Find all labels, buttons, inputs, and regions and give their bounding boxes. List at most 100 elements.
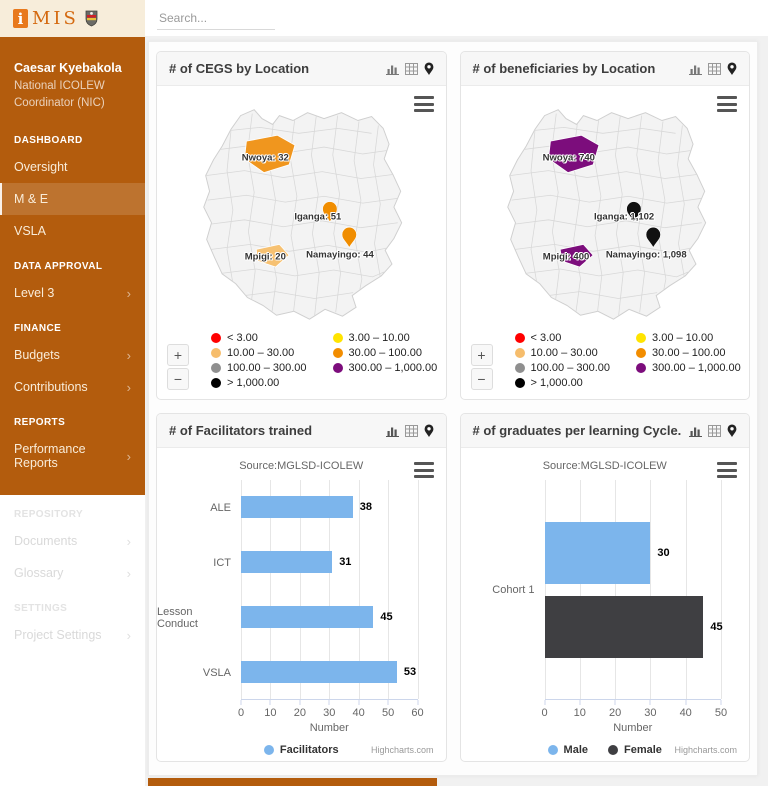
map-legend-item[interactable]: 30.00 – 100.00: [332, 347, 438, 359]
category-axis: Cohort 1: [461, 480, 545, 700]
sidebar-item-oversight[interactable]: Oversight: [14, 160, 68, 175]
content-wrapper: # of CEGS by Location Nwoya: 32 Iganga: 5…: [148, 41, 758, 776]
table-icon[interactable]: [708, 424, 721, 437]
sidebar-item-performance-reports[interactable]: Performance Reports ›: [14, 442, 131, 471]
chart-legend-item-facilitators[interactable]: Facilitators: [263, 744, 339, 756]
category-axis: ALE ICT Lesson Conduct VSLA: [157, 480, 241, 700]
user-name: Caesar Kyebakola: [14, 61, 122, 75]
sidebar-section-header: SETTINGS: [14, 603, 68, 615]
x-tick-label: 60: [411, 707, 424, 719]
bar-facilitators: [241, 496, 353, 519]
bar-data-label: 38: [359, 501, 373, 514]
map-pin-icon[interactable]: [727, 424, 737, 437]
map-legend-item[interactable]: > 1,000.00: [514, 377, 611, 389]
map-legend-item[interactable]: 3.00 – 10.00: [332, 332, 438, 344]
map-marker-iganga[interactable]: [625, 201, 641, 223]
table-icon[interactable]: [708, 62, 721, 75]
map-pin-icon[interactable]: [424, 424, 434, 437]
panel-title: # of Facilitators trained: [169, 423, 313, 438]
map-legend: < 3.00 3.00 – 10.00 10.00 – 30.00 30.00 – 1…: [211, 332, 437, 389]
map-legend-item[interactable]: < 3.00: [211, 332, 307, 344]
sidebar-item-vsla[interactable]: VSLA: [14, 224, 46, 239]
sidebar-section-header: REPOSITORY: [14, 509, 84, 521]
chart-context-menu-icon[interactable]: [413, 462, 434, 478]
map-district-mpigi[interactable]: [559, 243, 594, 268]
map-district-nwoya[interactable]: [244, 134, 296, 174]
bar-data-label: 30: [657, 546, 670, 559]
map-svg[interactable]: [467, 92, 744, 328]
sidebar-item-budgets[interactable]: Budgets ›: [14, 347, 131, 363]
map-legend-item[interactable]: > 1,000.00: [211, 377, 307, 389]
map-legend-item[interactable]: 10.00 – 30.00: [514, 347, 611, 359]
map-zoom-out-button[interactable]: −: [167, 368, 189, 390]
map-district-mpigi[interactable]: [255, 243, 290, 268]
bar-chart-icon[interactable]: [689, 425, 702, 437]
gridline: [241, 480, 242, 699]
legend-dot-icon: [211, 333, 221, 343]
legend-dot-icon: [211, 378, 221, 388]
bar-facilitators: [241, 551, 333, 574]
table-icon[interactable]: [404, 62, 418, 75]
chart-legend-item-female[interactable]: Female: [608, 744, 662, 756]
x-tick-label: 0: [541, 707, 548, 719]
app-logo[interactable]: i MIS: [0, 0, 145, 37]
map-legend-item[interactable]: < 3.00: [514, 332, 611, 344]
map-pin-icon[interactable]: [727, 62, 737, 75]
chart-context-menu-icon[interactable]: [717, 462, 737, 478]
legend-dot-icon: [636, 363, 647, 373]
legend-dot-icon: [547, 745, 558, 755]
bar-chart-icon[interactable]: [689, 63, 702, 75]
map-marker-namayingo[interactable]: [645, 226, 661, 248]
map-legend-item[interactable]: 300.00 – 1,000.00: [332, 362, 437, 374]
sidebar-item-m-e[interactable]: M & E: [0, 183, 145, 216]
legend-dot-icon: [211, 348, 221, 358]
uganda-map[interactable]: Nwoya: 740 Iganga: 1,102 Namayingo: 1,098 M…: [467, 92, 744, 328]
x-tick-label: 10: [264, 707, 277, 719]
x-axis: 0 10 20 30 40 50: [541, 700, 727, 722]
sidebar-item-contributions[interactable]: Contributions ›: [14, 379, 131, 395]
map-legend-item[interactable]: 100.00 – 300.00: [211, 362, 307, 374]
map-zoom-in-button[interactable]: +: [470, 344, 493, 366]
bar-chart-icon[interactable]: [385, 425, 399, 437]
category-label: Lesson Conduct: [157, 605, 198, 630]
search-area: [145, 0, 768, 37]
highcharts-credits[interactable]: Highcharts.com: [674, 745, 737, 755]
sidebar-item-level-3[interactable]: Level 3 ›: [14, 285, 131, 301]
chevron-right-icon: ›: [126, 627, 131, 643]
bar-chart-icon[interactable]: [385, 63, 399, 75]
map-pin-icon[interactable]: [424, 62, 434, 75]
x-tick-label: 50: [714, 707, 728, 719]
map-zoom-in-button[interactable]: +: [167, 344, 189, 366]
chart-context-menu-icon[interactable]: [413, 96, 434, 112]
legend-dot-icon: [636, 348, 647, 358]
panel-header: # of beneficiaries by Location: [460, 52, 749, 86]
panel-header: # of graduates per learning Cycle.: [460, 414, 749, 448]
chevron-right-icon: ›: [126, 285, 131, 301]
chart-legend-item-male[interactable]: Male: [547, 744, 588, 756]
map-district-nwoya[interactable]: [547, 134, 599, 174]
chart-context-menu-icon[interactable]: [717, 96, 737, 112]
sidebar-item-documents[interactable]: Documents ›: [14, 533, 131, 549]
topbar: i MIS: [0, 0, 768, 37]
gridline: [358, 480, 360, 699]
category-label: Cohort 1: [492, 584, 535, 596]
category-label: ICT: [213, 556, 231, 569]
chevron-right-icon: ›: [126, 533, 131, 549]
map-legend-item[interactable]: 10.00 – 30.00: [211, 347, 307, 359]
map-marker-namayingo[interactable]: [341, 226, 357, 248]
sidebar-item-glossary[interactable]: Glossary ›: [14, 565, 131, 581]
highcharts-credits[interactable]: Highcharts.com: [370, 745, 434, 755]
logo-i-icon: i: [13, 9, 28, 28]
table-icon[interactable]: [404, 424, 418, 437]
map-legend-item[interactable]: 30.00 – 100.00: [636, 347, 741, 359]
map-legend-item[interactable]: 300.00 – 1,000.00: [636, 362, 741, 374]
map-legend-item[interactable]: 3.00 – 10.00: [636, 332, 741, 344]
search-input[interactable]: [157, 6, 275, 30]
map-zoom-out-button[interactable]: −: [470, 368, 493, 390]
uganda-map[interactable]: Nwoya: 32 Iganga: 51 Namayingo: 44 Mpigi: 2…: [163, 92, 440, 328]
map-legend-item[interactable]: 100.00 – 300.00: [514, 362, 610, 374]
sidebar-item-project-settings[interactable]: Project Settings ›: [14, 627, 131, 643]
map-marker-iganga[interactable]: [322, 201, 338, 223]
map-svg[interactable]: [163, 92, 440, 328]
gridline: [388, 480, 390, 699]
